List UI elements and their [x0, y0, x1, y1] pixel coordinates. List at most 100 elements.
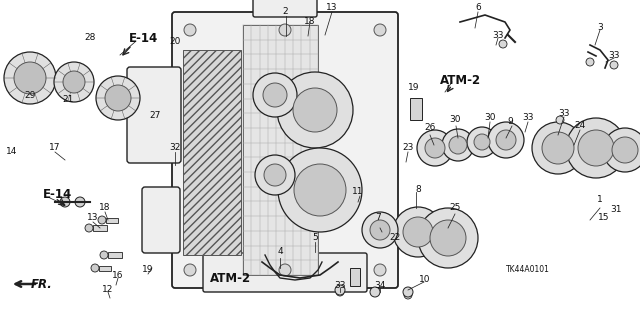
Text: 33: 33 — [492, 31, 504, 40]
Circle shape — [370, 220, 390, 240]
Circle shape — [578, 130, 614, 166]
Text: 26: 26 — [424, 123, 436, 132]
FancyBboxPatch shape — [127, 67, 181, 163]
Text: 19: 19 — [142, 265, 154, 275]
Circle shape — [403, 217, 433, 247]
Circle shape — [105, 85, 131, 111]
Circle shape — [253, 73, 297, 117]
Circle shape — [184, 24, 196, 36]
Text: 16: 16 — [112, 271, 124, 279]
Text: 15: 15 — [598, 213, 610, 222]
Circle shape — [279, 264, 291, 276]
Text: 6: 6 — [475, 4, 481, 12]
Text: 7: 7 — [375, 213, 381, 222]
Text: 23: 23 — [403, 144, 413, 152]
Circle shape — [499, 40, 507, 48]
Text: 18: 18 — [99, 204, 111, 212]
Circle shape — [279, 24, 291, 36]
Text: E-14: E-14 — [129, 32, 157, 44]
FancyBboxPatch shape — [203, 253, 367, 292]
FancyBboxPatch shape — [172, 12, 398, 288]
Bar — [93, 225, 107, 231]
Text: 34: 34 — [374, 280, 386, 290]
Circle shape — [603, 128, 640, 172]
FancyBboxPatch shape — [253, 0, 317, 17]
Circle shape — [98, 216, 106, 224]
Circle shape — [60, 80, 64, 84]
Circle shape — [532, 122, 584, 174]
Circle shape — [184, 264, 196, 276]
Circle shape — [96, 76, 140, 120]
Circle shape — [374, 24, 386, 36]
Text: 14: 14 — [6, 147, 18, 157]
Circle shape — [449, 136, 467, 154]
Circle shape — [586, 58, 594, 66]
Text: FR.: FR. — [31, 278, 53, 292]
Bar — [99, 265, 111, 271]
Text: 2: 2 — [282, 8, 288, 17]
Bar — [243, 25, 318, 275]
Text: 13: 13 — [326, 4, 338, 12]
Text: 33: 33 — [334, 280, 346, 290]
Text: 31: 31 — [611, 205, 621, 214]
Text: 1: 1 — [597, 196, 603, 204]
Text: 8: 8 — [415, 186, 421, 195]
Text: 12: 12 — [102, 286, 114, 294]
Circle shape — [467, 127, 497, 157]
Bar — [106, 218, 118, 222]
Circle shape — [393, 207, 443, 257]
Circle shape — [75, 197, 85, 207]
Circle shape — [4, 52, 56, 104]
Text: 9: 9 — [507, 117, 513, 127]
Circle shape — [566, 118, 626, 178]
Circle shape — [255, 155, 295, 195]
Circle shape — [542, 132, 574, 164]
Circle shape — [54, 62, 94, 102]
Circle shape — [294, 164, 346, 216]
Text: 30: 30 — [484, 114, 496, 122]
Text: 33: 33 — [522, 114, 534, 122]
Circle shape — [496, 130, 516, 150]
Text: 18: 18 — [304, 18, 316, 26]
Circle shape — [263, 83, 287, 107]
Circle shape — [442, 129, 474, 161]
Bar — [108, 252, 122, 258]
Bar — [410, 98, 422, 120]
Text: 28: 28 — [84, 33, 96, 42]
Circle shape — [336, 288, 344, 296]
Text: 27: 27 — [149, 110, 161, 120]
Circle shape — [556, 116, 564, 124]
Circle shape — [63, 71, 85, 93]
Text: 33: 33 — [558, 108, 570, 117]
Text: 5: 5 — [312, 234, 318, 242]
Circle shape — [417, 130, 453, 166]
Text: 25: 25 — [449, 204, 461, 212]
Circle shape — [85, 224, 93, 232]
Circle shape — [60, 197, 70, 207]
Text: 22: 22 — [389, 234, 401, 242]
Text: E-14: E-14 — [44, 189, 72, 202]
Text: TK44A0101: TK44A0101 — [506, 265, 550, 275]
Circle shape — [374, 264, 386, 276]
Circle shape — [362, 212, 398, 248]
Text: 30: 30 — [449, 115, 461, 124]
Circle shape — [264, 164, 286, 186]
Text: 19: 19 — [408, 84, 420, 93]
Text: 4: 4 — [277, 248, 283, 256]
Circle shape — [91, 264, 99, 272]
Text: 24: 24 — [574, 121, 586, 130]
Text: 3: 3 — [597, 24, 603, 33]
Text: 13: 13 — [87, 213, 99, 222]
Text: ATM-2: ATM-2 — [440, 73, 481, 86]
Circle shape — [610, 61, 618, 69]
Circle shape — [418, 208, 478, 268]
Bar — [350, 268, 360, 286]
Circle shape — [404, 291, 412, 299]
Circle shape — [488, 122, 524, 158]
Text: 32: 32 — [170, 144, 180, 152]
Text: ATM-2: ATM-2 — [209, 271, 251, 285]
Text: 17: 17 — [49, 144, 61, 152]
Circle shape — [430, 220, 466, 256]
Circle shape — [612, 137, 638, 163]
Text: 11: 11 — [352, 188, 364, 197]
